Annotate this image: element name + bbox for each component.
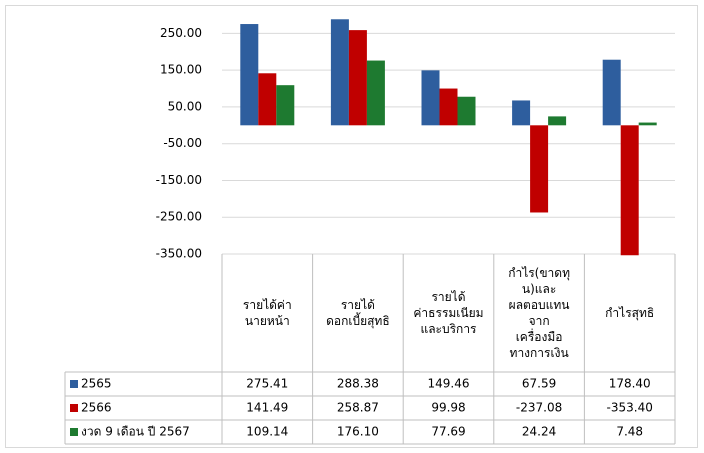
data-label: 7.48 [616,425,643,439]
y-tick-label: 50.00 [168,99,202,113]
y-tick-label: -250.00 [156,210,202,224]
y-tick-label: -350.00 [156,247,202,261]
category-header: รายได้ ดอกเบี้ยสุทธิ [326,298,390,328]
bar [602,59,621,126]
data-label: 67.59 [522,377,556,391]
data-label: 109.14 [246,425,288,439]
legend-label: 2565 [81,377,112,391]
bar [276,85,295,126]
data-label: 24.24 [522,425,556,439]
legend-swatch [70,404,78,412]
bar [638,122,657,126]
data-label: 288.38 [337,377,379,391]
bar [548,116,567,126]
category-header: รายได้ ค่าธรรมเนียม และบริการ [413,290,484,336]
category-label: กำไร(ขาดทุ น)และ ผลตอบแทน จาก เครื่องมือ… [508,266,570,360]
data-label: 176.10 [337,425,379,439]
bar [366,60,385,126]
bar [530,125,549,213]
data-label: 258.87 [337,401,379,415]
chart-border [5,5,698,448]
data-label: 77.69 [431,425,465,439]
category-header: กำไรสุทธิ [605,306,655,320]
data-label: -353.40 [607,401,653,415]
category-header: รายได้ค่า นายหน้า [242,298,292,328]
category-label: รายได้ ค่าธรรมเนียม และบริการ [413,290,484,336]
legend-swatch [70,428,78,436]
category-label: รายได้ค่า นายหน้า [242,298,292,328]
bar [439,88,458,126]
bar [421,70,440,126]
data-label: 99.98 [431,401,465,415]
data-label: 275.41 [246,377,288,391]
bar [258,73,277,126]
y-tick-label: 250.00 [160,26,202,40]
y-tick-label: 150.00 [160,63,202,77]
bar [348,30,367,126]
legend-swatch [70,380,78,388]
y-tick-label: -150.00 [156,173,202,187]
legend-label: 2566 [81,401,112,415]
y-tick-label: -50.00 [163,136,202,150]
bar [512,100,531,126]
data-label: 149.46 [428,377,470,391]
data-label: -237.08 [516,401,562,415]
bar [240,24,259,126]
category-label: กำไรสุทธิ [605,306,655,320]
category-label: รายได้ ดอกเบี้ยสุทธิ [326,298,390,328]
legend-label: งวด 9 เดือน ปี 2567 [81,425,190,439]
category-header: กำไร(ขาดทุ น)และ ผลตอบแทน จาก เครื่องมือ… [508,266,570,360]
bar [330,19,349,126]
bar [620,125,639,256]
bar [457,96,476,126]
data-label: 141.49 [246,401,288,415]
data-label: 178.40 [609,377,651,391]
